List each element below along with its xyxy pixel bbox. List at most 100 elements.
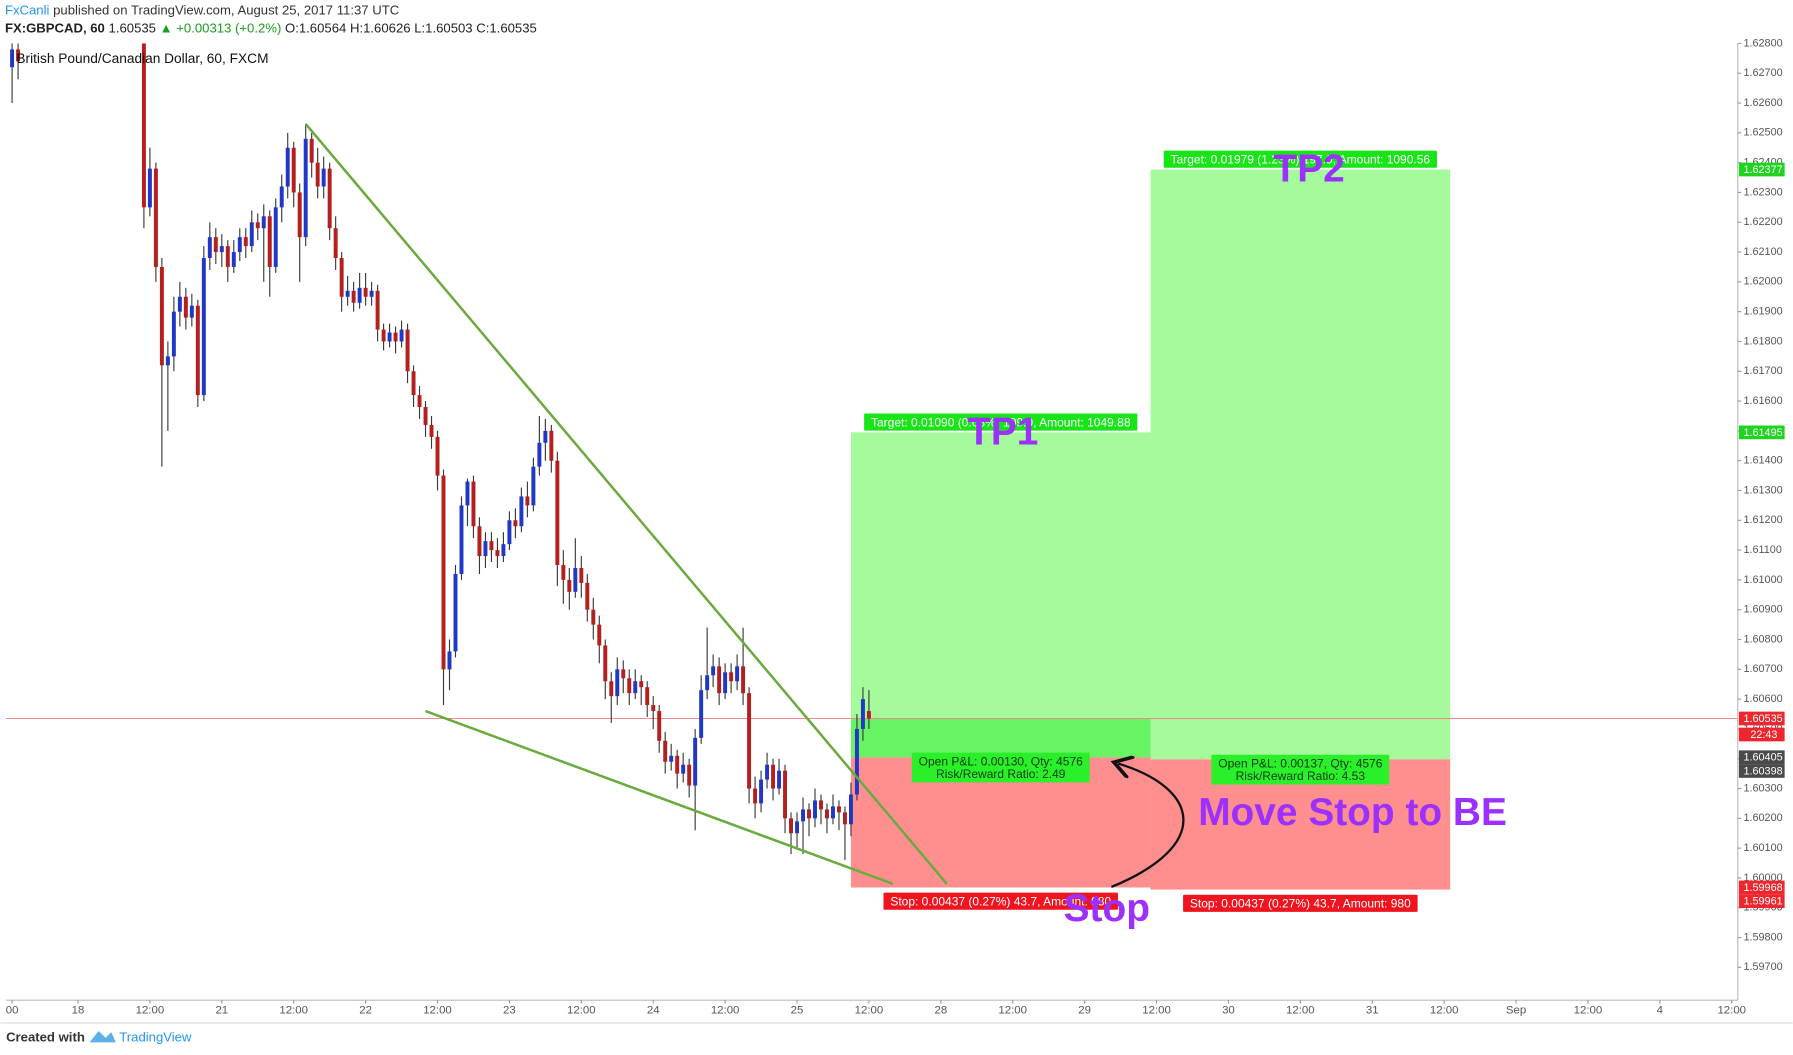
candle-body	[627, 678, 632, 694]
candle-body	[321, 168, 326, 187]
candle-body	[369, 290, 374, 297]
candle-body	[651, 705, 656, 712]
candle-body	[759, 779, 764, 804]
target-zone	[850, 432, 1151, 758]
x-tick-label: 25	[791, 1004, 804, 1016]
target-label-text: Target: 0.01979 (1.23%) 197.9, Amount: 1…	[1171, 153, 1431, 167]
last-price: 1.60535	[109, 21, 156, 36]
candle-body	[860, 699, 865, 729]
candle-body	[213, 237, 218, 253]
candle-body	[219, 246, 224, 253]
candle-body	[848, 794, 853, 825]
y-tick-label: 1.60300	[1743, 782, 1782, 794]
price-tag-label: 1.62377	[1743, 164, 1782, 176]
candle-body	[447, 651, 452, 670]
x-tick-label: Sep	[1506, 1004, 1526, 1016]
x-tick-label: 31	[1366, 1004, 1379, 1016]
x-tick-label: 18	[72, 1004, 85, 1016]
x-tick-label: 12:00	[1717, 1004, 1746, 1016]
candle-body	[579, 567, 584, 583]
candle-body	[825, 809, 829, 819]
candle-body	[771, 764, 776, 789]
candle-body	[842, 812, 847, 825]
target-label: Target: 0.01090 (0.68%) 109.0, Amount: 1…	[864, 413, 1138, 431]
target-label-bg	[1163, 150, 1437, 168]
candle-body	[747, 693, 752, 789]
candle-body	[717, 666, 722, 694]
y-tick-label: 1.60600	[1743, 693, 1782, 705]
candle-body	[279, 186, 284, 208]
countdown-tag	[1738, 727, 1785, 742]
candle-body	[795, 821, 800, 834]
candle-body	[249, 222, 254, 247]
candle-body	[297, 192, 302, 238]
candle-body	[573, 567, 578, 592]
y-tick-label: 1.59800	[1743, 931, 1782, 943]
y-tick-label: 1.60900	[1743, 604, 1782, 616]
candle-body	[495, 550, 500, 557]
y-tick-label: 1.61600	[1743, 395, 1782, 407]
price-tag-label: 1.60405	[1743, 752, 1782, 764]
candle-body	[567, 579, 572, 592]
candle-body	[285, 147, 290, 187]
stop-label-bg	[1183, 894, 1418, 912]
trendline	[425, 709, 894, 886]
symbol-line: FX:GBPCAD, 60 1.60535 ▲ +0.00313 (+0.2%)…	[5, 21, 537, 36]
y-tick-label: 1.62000	[1743, 276, 1782, 288]
candle-body	[405, 329, 410, 372]
pnl-label-text: Open P&L: 0.00130, Qty: 4576	[919, 755, 1083, 769]
y-tick-label: 1.62800	[1743, 37, 1782, 49]
y-tick-label: 1.61800	[1743, 335, 1782, 347]
candle-body	[735, 666, 740, 682]
y-tick-label: 1.61200	[1743, 514, 1782, 526]
x-tick-label: 22	[359, 1004, 372, 1016]
author: FxCanli	[5, 3, 50, 18]
y-tick-label: 1.62300	[1743, 186, 1782, 198]
candle-body	[333, 228, 338, 259]
candle-body	[267, 216, 272, 267]
candle-body	[537, 442, 542, 467]
candle-body	[159, 266, 164, 366]
symbol: FX:GBPCAD, 60	[5, 21, 105, 36]
candle-body	[633, 681, 638, 694]
candle-body	[777, 770, 782, 789]
price-tag	[1738, 711, 1785, 726]
price-tag-label: 1.59961	[1743, 896, 1782, 908]
x-tick-label: 29	[1078, 1004, 1091, 1016]
candle-body	[177, 296, 182, 312]
price-tag-label: 1.59968	[1743, 882, 1782, 894]
low: L:1.60503	[414, 21, 472, 36]
candle-body	[411, 371, 416, 396]
stop-label-text: Stop: 0.00437 (0.27%) 43.7, Amount: 980	[1190, 897, 1411, 911]
candle-body	[669, 755, 674, 762]
high: H:1.60626	[350, 21, 411, 36]
candle-body	[693, 737, 698, 786]
candle-body	[783, 770, 788, 819]
candle-body	[141, 43, 146, 208]
x-tick-label: 12:00	[567, 1004, 596, 1016]
x-tick-label: 12:00	[136, 1004, 165, 1016]
pnl-label: Open P&L: 0.00130, Qty: 4576Risk/Reward …	[911, 752, 1090, 783]
candle-body	[711, 666, 716, 676]
candle-body	[345, 290, 350, 297]
candle-body	[765, 764, 770, 780]
x-tick-label: 00	[6, 1004, 19, 1016]
candle-body	[645, 687, 650, 706]
candle-body	[561, 565, 566, 580]
candle-body	[519, 496, 524, 527]
y-tick-label: 1.60200	[1743, 812, 1782, 824]
candle-body	[201, 258, 206, 396]
price-tag-label: 1.61495	[1743, 427, 1782, 439]
candle-body	[525, 496, 530, 506]
candle-body	[836, 806, 841, 813]
annotation: TP1	[967, 411, 1038, 454]
series-title: British Pound/Canadian Dollar, 60, FXCM	[16, 51, 268, 66]
candle-body	[549, 430, 554, 461]
candle-body	[813, 800, 817, 819]
candle-body	[363, 287, 368, 297]
target-label-bg	[864, 413, 1138, 431]
candle-body	[171, 311, 176, 357]
pnl-label-text: Open P&L: 0.00137, Qty: 4576	[1218, 757, 1382, 771]
